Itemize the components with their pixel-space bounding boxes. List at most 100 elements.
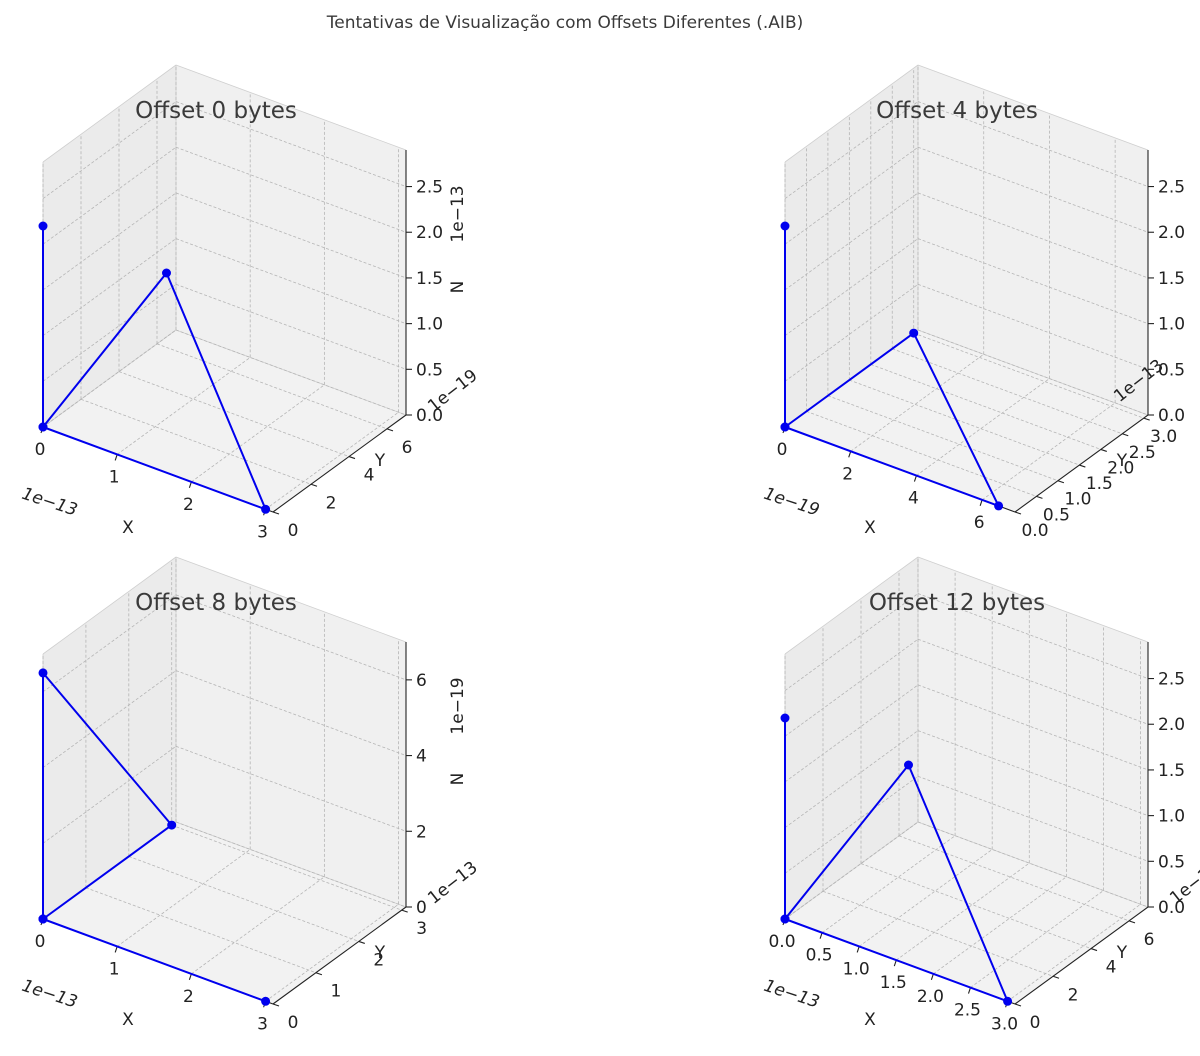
z-gridline (917, 238, 1149, 324)
y-axis-line (272, 906, 407, 1005)
y-gridline (860, 863, 1092, 949)
data-point (261, 996, 271, 1006)
z-gridline (42, 192, 177, 291)
y-gridline (913, 332, 1144, 419)
y-axis-label: Y (374, 451, 386, 471)
z-tick-label: 0.0 (1158, 898, 1185, 918)
y-gridline (118, 371, 350, 457)
x-gridline (191, 384, 325, 483)
z-gridline (917, 821, 1149, 908)
y-tick-label: 0.5 (1043, 505, 1070, 525)
z-gridline (917, 684, 1149, 771)
z-gridline (42, 238, 177, 336)
z-gridline (784, 775, 919, 874)
x-gridline (265, 411, 399, 510)
x-tick (114, 454, 118, 461)
data-point (780, 713, 790, 723)
x-axis-label: X (864, 1010, 876, 1030)
y-gridline (85, 887, 317, 974)
z-tick-label: 2.0 (416, 223, 443, 243)
x-tick (819, 932, 823, 939)
z-gridline (784, 283, 919, 382)
z-tick-label: 1.0 (1158, 315, 1185, 335)
y-tick (1079, 464, 1086, 468)
z-gridline (917, 329, 1149, 416)
x-tick-label: 1.5 (880, 973, 907, 993)
data-point (38, 422, 48, 432)
y-tick-label: 1 (330, 982, 341, 1002)
data-point (909, 328, 919, 338)
x-gridline (1007, 903, 1141, 1002)
y-tick (1100, 448, 1107, 452)
z-tick-label: 2.5 (416, 178, 443, 198)
subplot-offset-12: 0.00.51.01.52.02.53.0 02460.00.51.01.52.0… (761, 556, 1200, 1034)
z-gridline (42, 670, 177, 768)
data-point (38, 221, 48, 231)
x-gridline (858, 849, 993, 947)
y-axis-line (272, 414, 407, 513)
x-tick-label: 0.0 (768, 932, 795, 952)
z-tick-label: 1.0 (1158, 807, 1185, 827)
z-gridline (42, 329, 177, 428)
pane-edge (175, 556, 407, 643)
z-gridline (42, 146, 177, 245)
floor-pane (43, 330, 406, 512)
z-tick-label: 1.5 (1158, 269, 1185, 289)
y-tick-label: 2 (373, 950, 384, 970)
y-tick-label: 2 (1068, 985, 1079, 1005)
z-gridline (175, 101, 407, 187)
z-tick-label: 1.5 (1158, 761, 1185, 781)
x-axis-label: X (864, 518, 876, 538)
x-tick-label: 2 (183, 495, 194, 515)
y-axis-line (1014, 414, 1149, 513)
back-pane (176, 65, 406, 415)
x-tick-label: 3 (257, 1014, 268, 1034)
z-gridline (784, 192, 919, 291)
z-gridline (42, 594, 177, 693)
subplot-title: Offset 4 bytes (876, 98, 1038, 124)
x-axis-label: X (122, 1010, 134, 1030)
y-tick (358, 940, 365, 944)
y-tick (1052, 975, 1060, 979)
y-gridline (827, 395, 1059, 482)
y-tick (272, 511, 280, 515)
z-tick-label: 0.5 (416, 360, 443, 380)
x-gridline (821, 835, 956, 934)
z-gridline (917, 146, 1149, 233)
y-tick-label: 1.0 (1064, 490, 1091, 510)
z-gridline (42, 745, 177, 844)
x-tick-label: 4 (908, 489, 919, 509)
y-tick (1128, 920, 1136, 924)
y-gridline (898, 835, 1130, 922)
z-tick-label: 2.0 (1158, 715, 1185, 735)
z-gridline (917, 775, 1149, 862)
z-tick-label: 2.5 (1158, 178, 1185, 198)
z-tick-label: 1.0 (416, 315, 443, 335)
x-offset-text: 1e−13 (761, 976, 822, 1013)
x-tick (979, 499, 983, 507)
x-tick-label: 1.0 (843, 959, 870, 979)
x-gridline (916, 378, 1050, 476)
y-gridline (892, 348, 1123, 435)
x-offset-text: 1e−13 (19, 976, 80, 1013)
z-gridline (175, 329, 407, 416)
x-tick-label: 0 (35, 932, 46, 952)
z-gridline (784, 821, 919, 920)
z-tick-label: 0 (416, 898, 427, 918)
z-gridline (784, 593, 919, 691)
z-gridline (917, 101, 1149, 187)
x-tick-label: 1 (109, 959, 120, 979)
y-gridline (870, 364, 1101, 450)
y-tick-label: 6 (402, 438, 413, 458)
subplot-title: Offset 8 bytes (135, 590, 297, 616)
y-tick (348, 456, 356, 460)
z-tick-label: 2.5 (1158, 670, 1185, 690)
series-line (42, 671, 267, 1003)
x-tick (893, 959, 897, 967)
figure-suptitle: Tentativas de Visualização com Offsets D… (326, 13, 804, 33)
z-offset-text: 1e−19 (448, 677, 468, 734)
y-tick-label: 2 (326, 493, 337, 513)
y-tick-label: 2.5 (1129, 443, 1156, 463)
data-point (38, 914, 48, 924)
